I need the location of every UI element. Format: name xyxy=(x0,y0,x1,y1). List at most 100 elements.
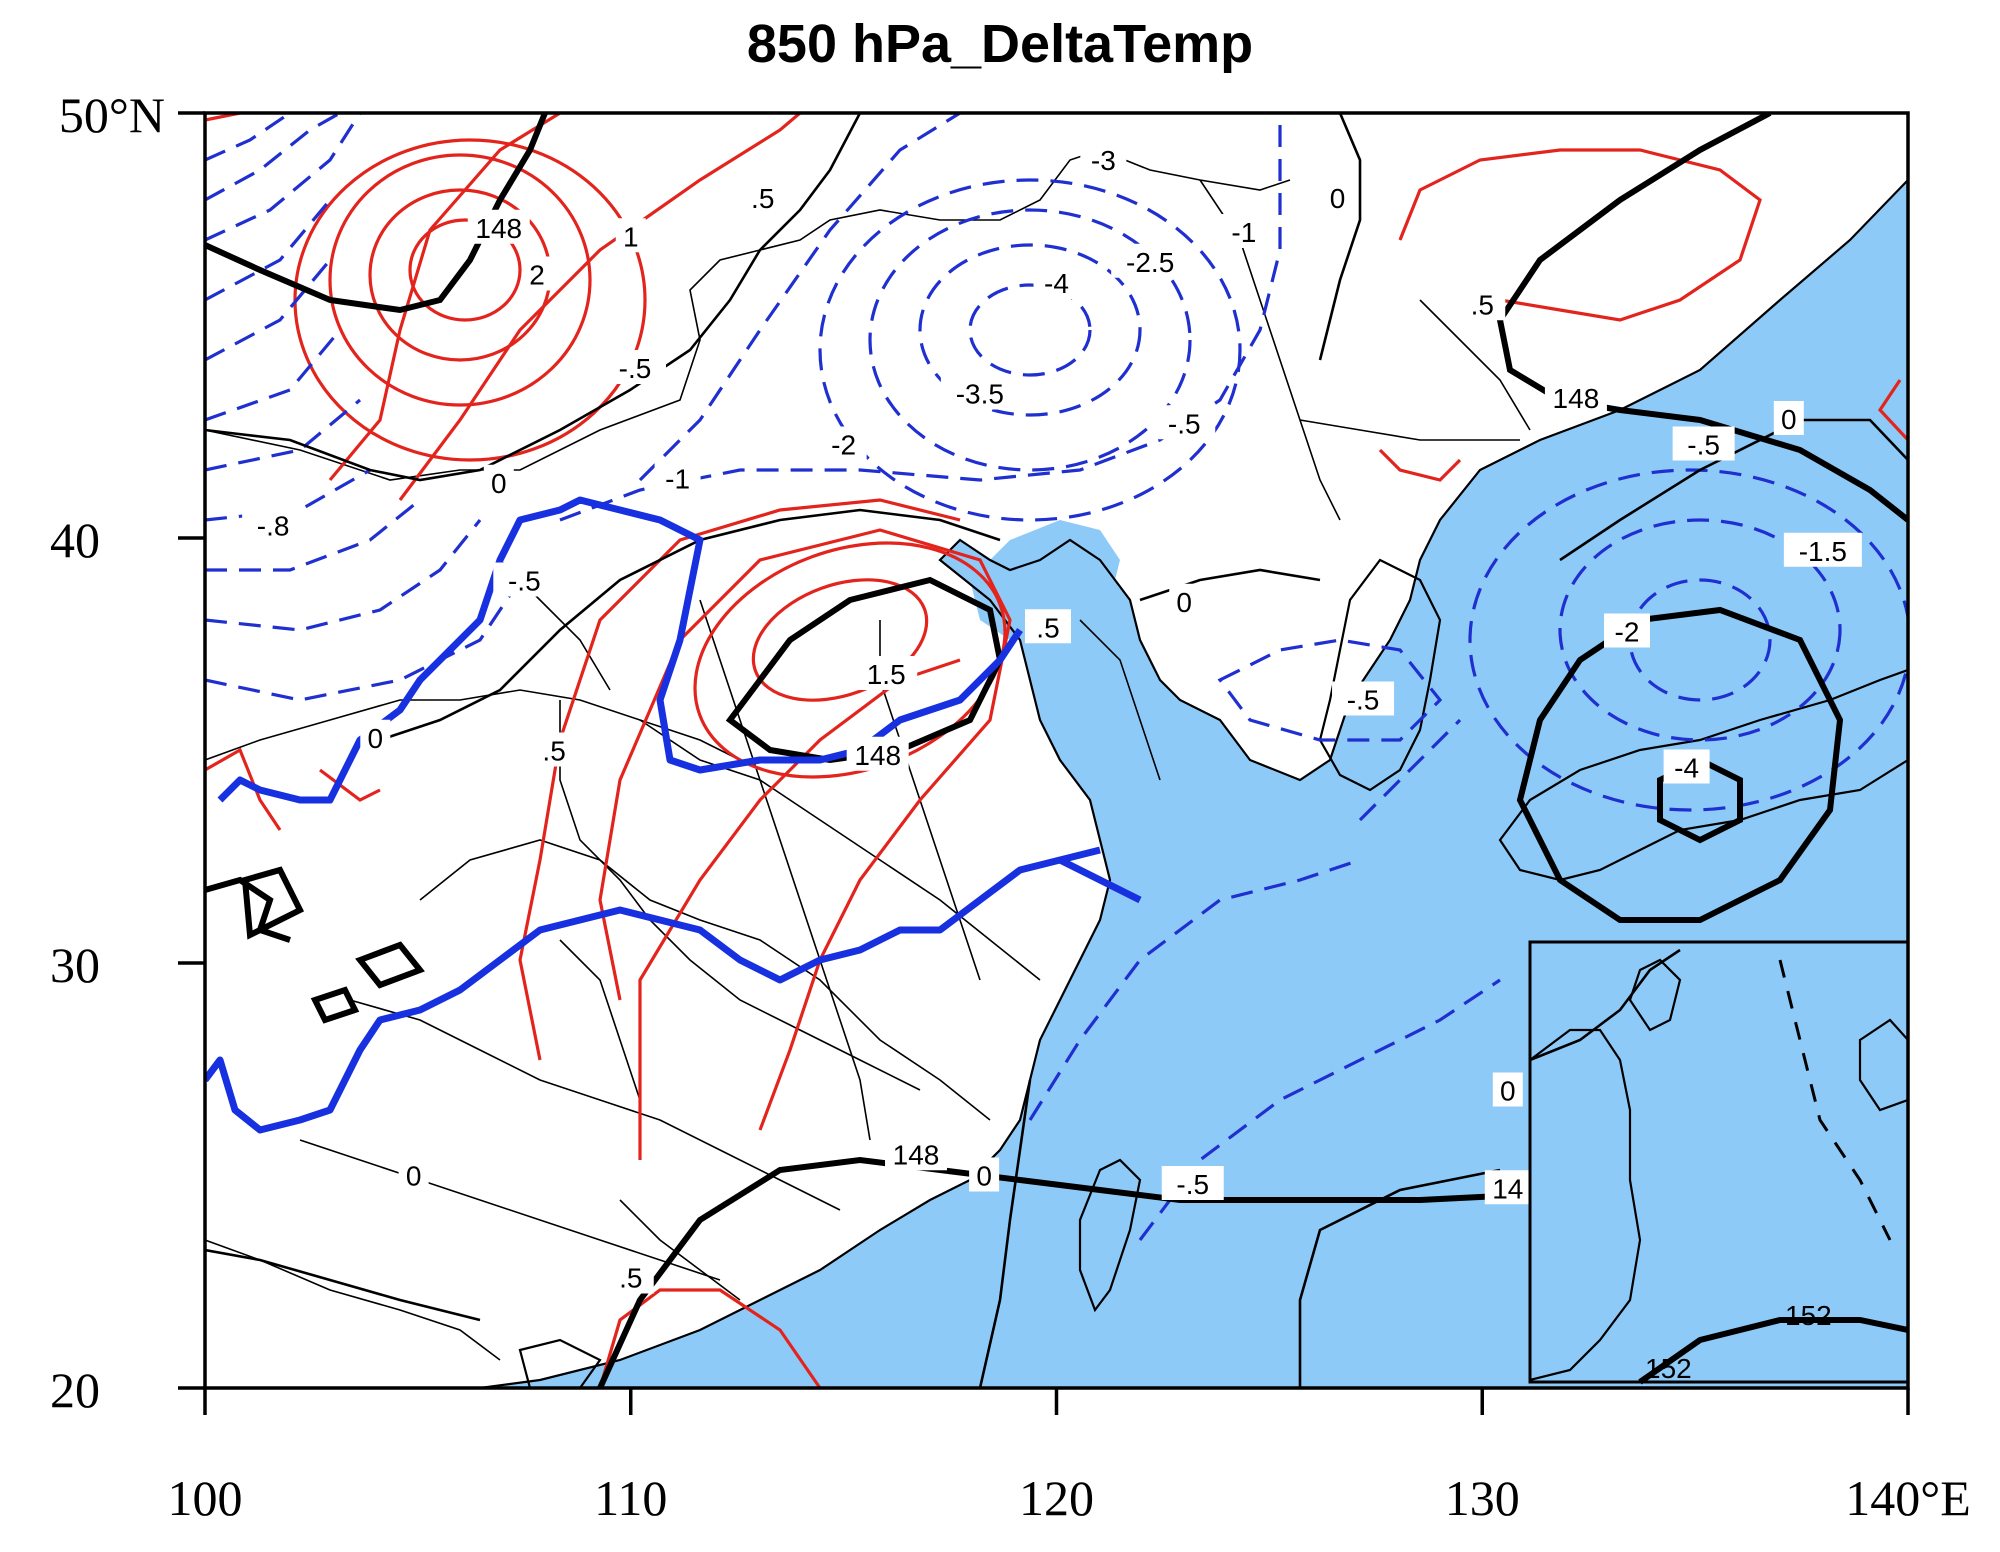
contour-label: 0 xyxy=(1330,183,1346,214)
contour-label: 2 xyxy=(529,260,545,291)
contour-label-bg xyxy=(398,1157,429,1192)
taiwan xyxy=(1078,1158,1142,1313)
inset-contour xyxy=(1529,948,1681,1062)
zero-contours xyxy=(205,113,1908,1388)
contour-label-bg xyxy=(1773,401,1804,435)
contour-label: 0 xyxy=(491,468,507,499)
contour-label-bg xyxy=(1220,214,1267,248)
contour-label-bg xyxy=(1080,141,1127,176)
contour-label-bg xyxy=(531,732,578,767)
y-tick-label: 40 xyxy=(50,512,100,568)
bohai-sea xyxy=(970,520,1120,640)
contour-label-bg xyxy=(360,719,391,754)
thick-blue-line xyxy=(205,496,1142,1134)
contour-label: -1 xyxy=(1231,217,1256,248)
contour-label-bg xyxy=(1322,180,1353,214)
contour-label-bg xyxy=(493,562,556,597)
contour-label-bg xyxy=(607,1259,654,1294)
contour-label: 1.5 xyxy=(867,659,906,690)
contour-label-bg xyxy=(1169,583,1200,618)
contour-label-bg xyxy=(1484,1170,1531,1205)
inset-frame xyxy=(1528,940,1908,1384)
contour-label-bg xyxy=(969,1157,1000,1192)
contour-label-bg xyxy=(604,350,667,384)
x-tick-label: 130 xyxy=(1445,1470,1520,1526)
contour-label-bg xyxy=(1544,379,1607,414)
contour-label-bg xyxy=(483,464,514,499)
contour-label: -3 xyxy=(1091,145,1116,176)
contour-label: -1 xyxy=(665,464,690,495)
contour-label: 0 xyxy=(976,1161,992,1192)
contour-label: 148 xyxy=(893,1139,940,1170)
contour-label: .5 xyxy=(751,183,774,214)
inset-island-east xyxy=(1858,1018,1908,1112)
contour-label: -2.5 xyxy=(1126,247,1174,278)
contour-label: -.5 xyxy=(508,566,541,597)
contour-label-bg xyxy=(242,507,305,542)
contour-label: -.5 xyxy=(1168,408,1201,439)
contour-label: -.5 xyxy=(619,353,652,384)
y-tick-label: 20 xyxy=(50,1362,100,1418)
contour-label-bg xyxy=(820,426,867,461)
contour-label: 1 xyxy=(623,221,639,252)
inset-dashed-contour xyxy=(1778,959,1892,1241)
inset-map: 152 152 xyxy=(1528,940,1908,1385)
contour-label: 0 xyxy=(1500,1076,1516,1107)
contour-label: -.8 xyxy=(257,510,290,541)
contour-label-bg xyxy=(467,209,530,244)
contour-label: .5 xyxy=(619,1263,642,1294)
x-tick-label: 140°E xyxy=(1845,1470,1971,1526)
map-title: 850 hPa_DeltaTemp xyxy=(747,14,1253,74)
x-axis: 100 110 120 130 140°E xyxy=(168,1388,1971,1526)
contour-label-bg xyxy=(522,256,553,291)
contour-label-bg xyxy=(940,375,1019,410)
contour-label-bg xyxy=(1024,609,1071,644)
y-axis: 20 30 40 50°N xyxy=(50,87,205,1418)
contour-label-bg xyxy=(1663,749,1710,784)
contour-label-bg xyxy=(1672,426,1735,461)
contour-label: -.5 xyxy=(1347,685,1380,716)
contour-label: -2 xyxy=(1615,617,1640,648)
contour-label-bg xyxy=(654,460,701,495)
contour-label: -.5 xyxy=(1176,1169,1209,1200)
contour-label: 0 xyxy=(1781,404,1797,435)
inset-label-2: 152 xyxy=(1645,1353,1692,1384)
contour-label-bg xyxy=(615,218,646,253)
inset-gph-contour xyxy=(1638,1317,1908,1385)
contour-label: .5 xyxy=(1471,289,1494,320)
contour-label: 148 xyxy=(854,740,901,771)
sea-of-japan xyxy=(1460,180,1908,930)
inset-label-1: 152 xyxy=(1785,1300,1832,1331)
contour-label-bg xyxy=(1783,532,1862,567)
contour-label-bg xyxy=(855,656,918,690)
contour-label: 148 xyxy=(475,213,522,244)
contour-label: -1.5 xyxy=(1799,536,1847,567)
contour-label-bg xyxy=(1111,243,1190,278)
contour-label-bg xyxy=(1033,265,1080,299)
negative-temp-contours xyxy=(205,113,1908,1241)
contour-label: -3.5 xyxy=(956,379,1004,410)
contour-label-bg xyxy=(1161,1166,1224,1200)
contour-label: -.5 xyxy=(1687,430,1720,461)
contour-label: .5 xyxy=(1036,612,1059,643)
contour-label: 0 xyxy=(406,1161,422,1192)
map-plot-area: 14821.5-.50-.8-.50.5-1-2-3.5-4-3-2.5-1-.… xyxy=(205,113,1908,1388)
contour-label: -4 xyxy=(1674,753,1699,784)
y-tick-label: 50°N xyxy=(59,87,165,143)
korean-peninsula xyxy=(1318,558,1442,792)
contour-label-bg xyxy=(1492,1072,1523,1107)
contour-label-bg xyxy=(1153,405,1216,440)
contour-label: .5 xyxy=(542,736,565,767)
contour-labels: 14821.5-.50-.8-.50.5-1-2-3.5-4-3-2.5-1-.… xyxy=(242,141,1862,1294)
inset-island xyxy=(1628,958,1682,1032)
contour-label-bg xyxy=(885,1136,948,1171)
contour-label: 148 xyxy=(1553,383,1600,414)
x-tick-label: 120 xyxy=(1019,1470,1094,1526)
contour-label-bg xyxy=(846,736,909,771)
contour-label-bg xyxy=(739,180,786,214)
y-tick-label: 30 xyxy=(50,937,100,993)
contour-label: -4 xyxy=(1044,268,1069,299)
contour-label: 14 xyxy=(1492,1173,1523,1204)
x-tick-label: 110 xyxy=(594,1470,667,1526)
